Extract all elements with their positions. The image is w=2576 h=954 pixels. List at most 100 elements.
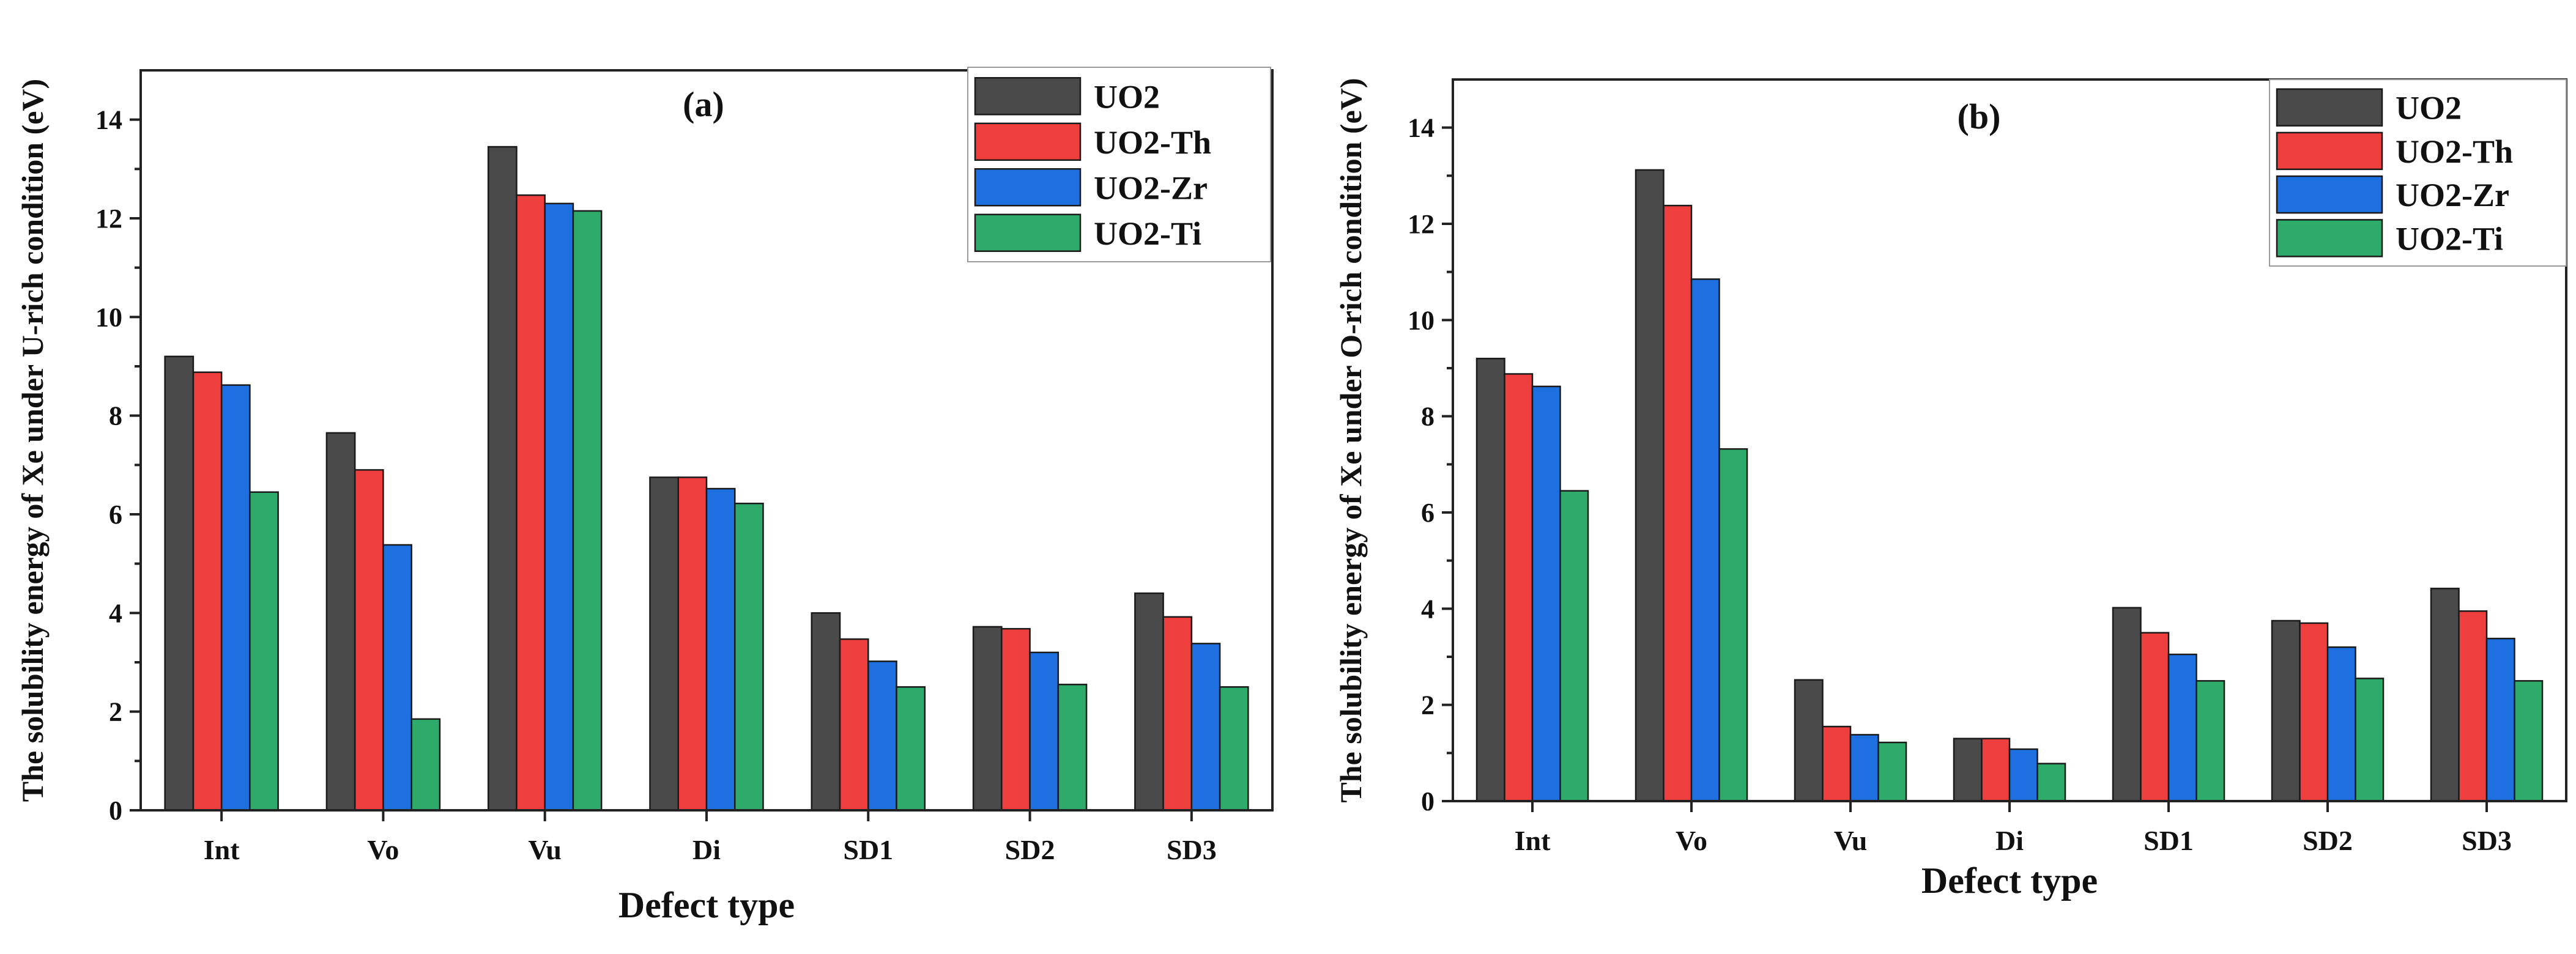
panel-label: (b) — [1958, 97, 2001, 136]
bar-uo2-zr-vu — [544, 202, 574, 812]
y-tick-label: 4 — [1421, 594, 1435, 624]
bar-uo2-sd1 — [2112, 607, 2142, 802]
bar-uo2-zr-sd1 — [867, 660, 897, 812]
bar-uo2-di — [649, 476, 679, 812]
bar-uo2-ti-sd1 — [2196, 680, 2225, 802]
y-tick-label: 2 — [109, 697, 122, 727]
bar-uo2-zr-vo — [1690, 278, 1720, 802]
legend-label-uo2-ti: UO2-Ti — [1094, 215, 1201, 252]
bar-uo2-th-vu — [516, 194, 546, 812]
y-tick-label: 14 — [1408, 113, 1435, 143]
bar-uo2-vu — [1794, 679, 1824, 802]
bar-uo2-th-vo — [1663, 204, 1693, 802]
chart-a: 0 2 4 6 8 10 12 14 Int Vo Vu Di SD1 SD2 SD3 Defect type… — [15, 67, 1274, 925]
bar-uo2-th-int — [1504, 373, 1534, 802]
bar-uo2-th-di — [677, 476, 708, 812]
bar-uo2-th-vu — [1822, 725, 1852, 802]
bar-uo2-th-sd3 — [2458, 610, 2488, 802]
bar-uo2-th-int — [192, 371, 223, 812]
y-tick-label: 10 — [1408, 305, 1435, 335]
y-tick-label: 0 — [109, 796, 122, 826]
legend-label-uo2: UO2 — [1094, 78, 1160, 115]
bar-uo2-ti-di — [2036, 763, 2066, 802]
x-tick-label-sd2: SD2 — [1005, 834, 1055, 865]
x-tick-label-sd3: SD3 — [1167, 834, 1217, 865]
bar-uo2-ti-sd2 — [2355, 678, 2385, 802]
bar-uo2-zr-di — [2008, 748, 2038, 802]
y-tick-label: 12 — [1408, 209, 1435, 239]
bar-uo2-int — [1475, 358, 1505, 802]
bar-uo2-ti-sd2 — [1057, 684, 1088, 812]
legend-swatch-uo2 — [974, 77, 1082, 116]
bar-uo2-th-sd1 — [839, 638, 869, 812]
bar-uo2-sd2 — [2271, 619, 2301, 802]
y-tick-label: 0 — [1421, 786, 1435, 816]
chart-b: 0 2 4 6 8 10 12 14 Int Vo Vu Di SD1 SD2 SD3 Defect type… — [1334, 78, 2567, 901]
x-tick-label-sd1: SD1 — [843, 834, 893, 865]
y-tick-label: 10 — [95, 302, 122, 332]
bar-uo2-th-sd1 — [2140, 632, 2170, 802]
bar-uo2-th-vo — [354, 469, 384, 812]
x-tick-label-di: Di — [1995, 825, 2024, 856]
legend-swatch-uo2-zr — [974, 168, 1082, 207]
bar-uo2-ti-sd3 — [1219, 686, 1249, 812]
bar-uo2-zr-vu — [1849, 734, 1879, 802]
bar-uo2-ti-vo — [1718, 448, 1748, 802]
y-tick-label: 12 — [95, 204, 122, 234]
bar-uo2-th-di — [1981, 738, 2011, 802]
legend-swatch-uo2-th — [2276, 131, 2383, 171]
x-tick-label-di: Di — [692, 834, 721, 865]
bar-uo2-ti-int — [249, 491, 279, 812]
bar-uo2-ti-vu — [572, 210, 603, 812]
bar-uo2-sd3 — [1134, 592, 1164, 812]
bar-uo2-sd2 — [972, 626, 1003, 812]
y-tick-label: 6 — [109, 500, 122, 530]
bar-uo2-ti-di — [734, 503, 764, 812]
x-tick-label-sd2: SD2 — [2303, 825, 2353, 856]
x-tick-label-vu: Vu — [528, 834, 562, 865]
legend-label-uo2-ti: UO2-Ti — [2396, 220, 2503, 257]
bar-uo2-ti-int — [1559, 490, 1589, 802]
bar-uo2-zr-int — [220, 384, 251, 812]
bar-uo2-zr-int — [1531, 385, 1561, 802]
legend-swatch-uo2-ti — [2276, 219, 2383, 257]
x-tick-label-vu: Vu — [1834, 825, 1868, 856]
x-tick-label-vo: Vo — [367, 834, 399, 865]
bar-uo2-zr-di — [705, 487, 736, 812]
bar-uo2-th-sd2 — [2299, 622, 2329, 802]
bar-uo2-zr-sd2 — [2326, 646, 2356, 802]
legend-swatch-uo2-th — [974, 122, 1082, 161]
y-axis-label: The solubility energy of Xe under U-rich… — [15, 79, 50, 802]
legend-swatch-uo2-ti — [974, 213, 1082, 252]
y-tick-label: 2 — [1421, 690, 1435, 720]
bar-uo2-int — [164, 355, 195, 812]
bar-uo2-zr-sd3 — [2485, 637, 2515, 802]
bar-uo2-zr-vo — [382, 544, 412, 812]
x-tick-label-sd3: SD3 — [2462, 825, 2512, 856]
bar-uo2-sd1 — [811, 612, 841, 812]
bar-uo2-sd3 — [2430, 588, 2460, 802]
bar-uo2-vu — [487, 146, 518, 812]
legend-swatch-uo2 — [2276, 88, 2383, 127]
bar-uo2-ti-sd3 — [2514, 680, 2544, 802]
legend-label-uo2-zr: UO2-Zr — [2396, 177, 2509, 213]
bar-uo2-th-sd2 — [1001, 627, 1031, 812]
legend-label-uo2-th: UO2-Th — [2396, 133, 2513, 170]
bar-uo2-zr-sd1 — [2167, 653, 2197, 802]
y-tick-label: 8 — [109, 401, 122, 431]
legend-label-uo2-zr: UO2-Zr — [1094, 169, 1208, 206]
legend-label-uo2: UO2 — [2396, 90, 2462, 127]
y-tick-label: 4 — [109, 598, 122, 628]
bar-uo2-zr-sd3 — [1190, 643, 1221, 812]
bar-uo2-zr-sd2 — [1029, 651, 1060, 812]
legend-swatch-uo2-zr — [2276, 175, 2383, 214]
bar-uo2-ti-vo — [410, 718, 441, 812]
x-axis-label: Defect type — [1921, 860, 2098, 901]
bar-uo2-di — [1953, 738, 1983, 802]
y-tick-label: 6 — [1421, 498, 1435, 528]
x-tick-label-vo: Vo — [1676, 825, 1707, 856]
x-axis-label: Defect type — [618, 885, 795, 925]
panel-label: (a) — [683, 84, 724, 124]
bar-uo2-ti-vu — [1877, 741, 1907, 802]
